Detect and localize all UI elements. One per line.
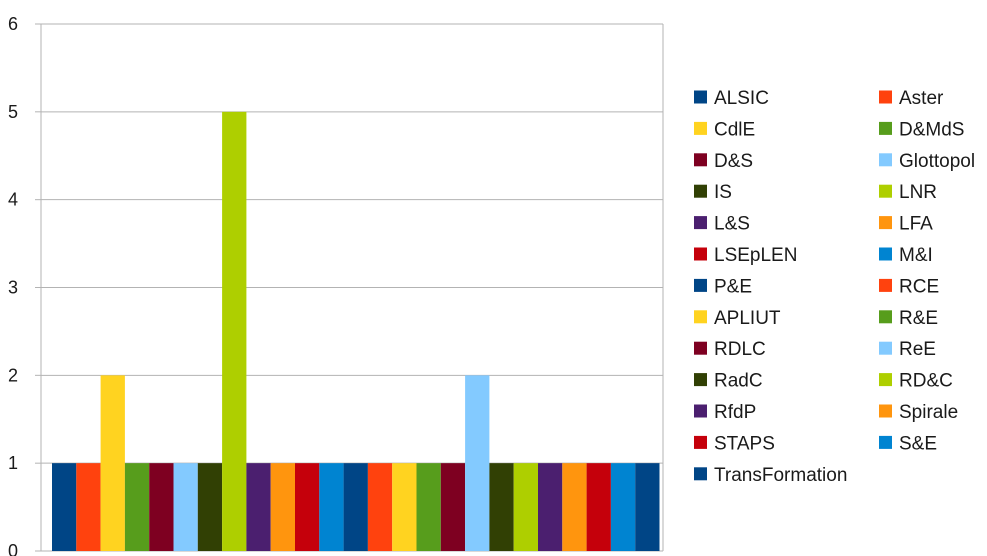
legend-swatch-glottopol (879, 153, 892, 167)
bar-p-e (343, 463, 368, 551)
bar-radc (489, 463, 514, 551)
legend-label-lnr: LNR (899, 182, 937, 203)
bar-apliut (392, 463, 417, 551)
bar-glottopol (173, 463, 198, 551)
bar-transformation (635, 463, 660, 551)
bar-rfdp (538, 463, 563, 551)
legend-swatch-d-s (694, 153, 707, 167)
legend-swatch-rce (879, 278, 892, 292)
legend-swatch-cdle (694, 121, 707, 135)
bar-lfa (270, 463, 295, 551)
y-tick-label-4: 4 (8, 190, 18, 210)
y-axis-ticks: 0 1 2 3 4 5 6 (8, 14, 41, 556)
legend-label-s-e: S&E (899, 433, 937, 454)
bar-rd-c (513, 463, 538, 551)
bar-lnr (222, 111, 247, 551)
bar-l-s (246, 463, 271, 551)
legend: ALSIC Aster CdlE D&MdS D&S Glottopol IS LNR L&S L… (694, 88, 975, 486)
y-tick-label-5: 5 (8, 102, 18, 122)
y-tick-label-6: 6 (8, 14, 18, 34)
legend-label-aster: Aster (899, 88, 944, 109)
legend-swatch-transformation (694, 467, 707, 481)
legend-label-rce: RCE (899, 276, 939, 297)
legend-swatch-staps (694, 435, 707, 449)
legend-swatch-radc (694, 373, 707, 387)
legend-swatch-lnr (879, 184, 892, 198)
legend-label-d-s: D&S (714, 151, 753, 172)
legend-swatch-lseplen (694, 247, 707, 261)
bars (52, 111, 660, 551)
legend-label-transformation: TransFormation (714, 465, 847, 486)
legend-label-r-e: R&E (899, 308, 938, 329)
legend-label-m-i: M&I (899, 245, 933, 266)
legend-label-alsic: ALSIC (714, 88, 769, 109)
legend-label-l-s: L&S (714, 214, 750, 235)
legend-label-glottopol: Glottopol (899, 151, 975, 172)
legend-swatch-p-e (694, 278, 707, 292)
legend-swatch-aster (879, 90, 892, 104)
bar-lseplen (295, 463, 320, 551)
bar-rdlc (440, 463, 466, 551)
legend-swatch-lfa (879, 216, 892, 230)
legend-label-cdle: CdlE (714, 119, 755, 140)
legend-swatch-rfdp (694, 404, 707, 418)
legend-swatch-rd-c (879, 373, 892, 387)
bar-staps (586, 463, 611, 551)
legend-label-p-e: P&E (714, 276, 752, 297)
legend-swatch-ree (879, 341, 892, 355)
legend-swatch-m-i (879, 247, 892, 261)
bar-cdle (100, 375, 125, 551)
bar-d-s (149, 463, 174, 551)
bar-alsic (52, 463, 77, 551)
legend-swatch-alsic (694, 90, 707, 104)
legend-label-rdlc: RDLC (714, 339, 766, 360)
legend-label-ree: ReE (899, 339, 936, 360)
legend-label-is: IS (714, 182, 732, 203)
legend-label-staps: STAPS (714, 433, 775, 454)
legend-swatch-d-mds (879, 121, 892, 135)
legend-swatch-l-s (694, 216, 707, 230)
legend-swatch-apliut (694, 310, 707, 324)
legend-label-lfa: LFA (899, 214, 933, 235)
legend-label-rfdp: RfdP (714, 402, 756, 423)
legend-label-spirale: Spirale (899, 402, 958, 423)
legend-swatch-rdlc (694, 341, 707, 355)
legend-label-d-mds: D&MdS (899, 119, 964, 140)
legend-label-lseplen: LSEpLEN (714, 245, 797, 266)
bar-m-i (319, 463, 344, 551)
y-tick-label-0: 0 (8, 541, 18, 556)
bar-spirale (562, 463, 587, 551)
legend-swatch-s-e (879, 435, 892, 449)
legend-label-rd-c: RD&C (899, 371, 953, 392)
legend-label-radc: RadC (714, 371, 763, 392)
legend-swatch-r-e (879, 310, 892, 324)
y-tick-label-1: 1 (8, 453, 18, 473)
bar-aster (76, 463, 101, 551)
bar-r-e (416, 463, 441, 551)
bar-d-mds (124, 463, 150, 551)
bar-ree (465, 375, 490, 551)
axes (40, 24, 664, 551)
y-tick-label-3: 3 (8, 278, 18, 298)
bar-s-e (610, 463, 636, 551)
bar-is (197, 463, 223, 551)
bar-rce (367, 463, 393, 551)
legend-label-apliut: APLIUT (714, 308, 781, 329)
legend-swatch-is (694, 184, 707, 198)
legend-swatch-spirale (879, 404, 892, 418)
y-tick-label-2: 2 (8, 365, 18, 385)
